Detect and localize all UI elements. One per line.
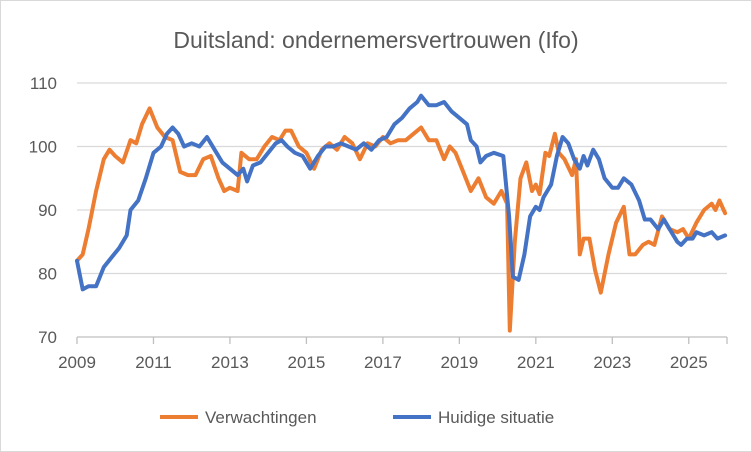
x-tick-label: 2009 xyxy=(58,353,96,372)
x-tick-label: 2011 xyxy=(135,353,172,372)
y-tick-label: 80 xyxy=(38,265,57,284)
series-line-verwachtingen xyxy=(75,106,728,333)
legend-label-verwachtingen: Verwachtingen xyxy=(205,408,317,427)
x-tick-label: 2015 xyxy=(287,353,325,372)
x-tick-label: 2013 xyxy=(211,353,249,372)
y-tick-label: 100 xyxy=(29,138,57,157)
series-line-huidige-situatie xyxy=(75,93,728,292)
legend: Verwachtingen Huidige situatie xyxy=(160,408,554,427)
x-tick-label: 2019 xyxy=(440,353,478,372)
y-tick-label: 90 xyxy=(38,201,57,220)
y-tick-label: 110 xyxy=(30,74,57,93)
x-tick-label: 2017 xyxy=(364,353,402,372)
chart-title: Duitsland: ondernemersvertrouwen (Ifo) xyxy=(173,27,578,53)
x-tick-label: 2023 xyxy=(593,353,631,372)
y-tick-label: 70 xyxy=(38,328,57,347)
x-tick-label: 2021 xyxy=(517,353,555,372)
x-tick-label: 2025 xyxy=(670,353,708,372)
legend-label-huidige-situatie: Huidige situatie xyxy=(438,408,554,427)
